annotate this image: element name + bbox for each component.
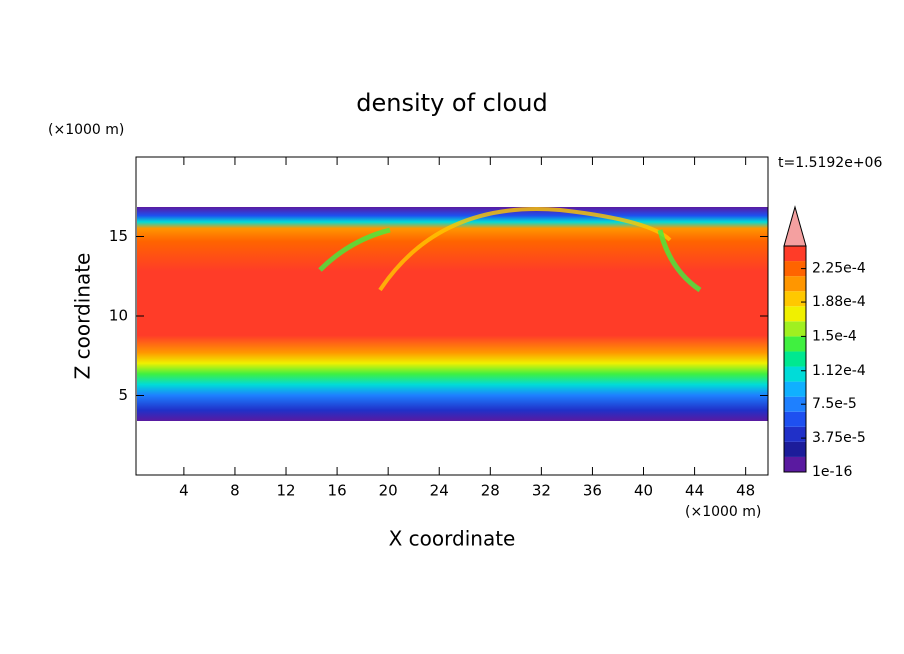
colorbar-segment	[784, 366, 806, 382]
colorbar-tick-label: 1.5e-4	[812, 328, 857, 344]
x-tick-label: 36	[583, 482, 602, 500]
x-tick-label: 4	[179, 482, 189, 500]
colorbar-tick-label: 1.88e-4	[812, 294, 866, 310]
colorbar-segment	[784, 456, 806, 472]
colorbar-segment	[784, 351, 806, 367]
colorbar-segment	[784, 276, 806, 292]
field	[137, 207, 768, 421]
field-feature	[657, 229, 702, 293]
colorbar-extend	[783, 205, 807, 247]
x-tick-label: 24	[430, 482, 449, 500]
colorbar-segment	[784, 426, 806, 442]
y-tick-label: 15	[109, 227, 128, 245]
colorbar-frame	[783, 245, 807, 473]
cloud-field	[137, 207, 768, 421]
y-unit: (×1000 m)	[48, 122, 124, 138]
colorbar-segment	[784, 291, 806, 307]
colorbar-segment	[784, 246, 806, 262]
colorbar-tick-label: 1.12e-4	[812, 363, 866, 379]
y-tick-label: 5	[118, 386, 128, 404]
colorbar-segment	[784, 441, 806, 457]
chart-title: density of cloud	[356, 89, 547, 117]
colorbar-segment	[784, 321, 806, 337]
x-tick-label: 8	[230, 482, 240, 500]
colorbar-segment	[784, 381, 806, 397]
time-label: t=1.5192e+06	[778, 155, 882, 171]
colorbar-tick-label: 2.25e-4	[812, 261, 866, 277]
colorbar-segment	[784, 396, 806, 412]
field-feature	[378, 207, 672, 292]
x-tick-label: 32	[532, 482, 551, 500]
colorbar-segment	[784, 411, 806, 427]
x-unit: (×1000 m)	[685, 504, 761, 520]
x-tick-label: 16	[328, 482, 347, 500]
colorbar-tick-label: 1e-16	[812, 464, 852, 480]
field-feature	[318, 227, 391, 272]
x-tick-label: 12	[276, 482, 295, 500]
colorbar-tick-label: 7.5e-5	[812, 396, 857, 412]
colorbar-tick-label: 3.75e-5	[812, 430, 866, 446]
colorbar-segment	[784, 336, 806, 352]
x-tick-label: 40	[634, 482, 653, 500]
x-axis-label: X coordinate	[389, 527, 516, 551]
colorbar-segment	[784, 306, 806, 322]
x-tick-label: 20	[379, 482, 398, 500]
y-tick-label: 10	[109, 307, 128, 325]
x-tick-label: 44	[685, 482, 704, 500]
x-tick-label: 28	[481, 482, 500, 500]
y-axis-label: Z coordinate	[71, 253, 95, 380]
colorbar-segment	[784, 261, 806, 277]
x-tick-label: 48	[736, 482, 755, 500]
